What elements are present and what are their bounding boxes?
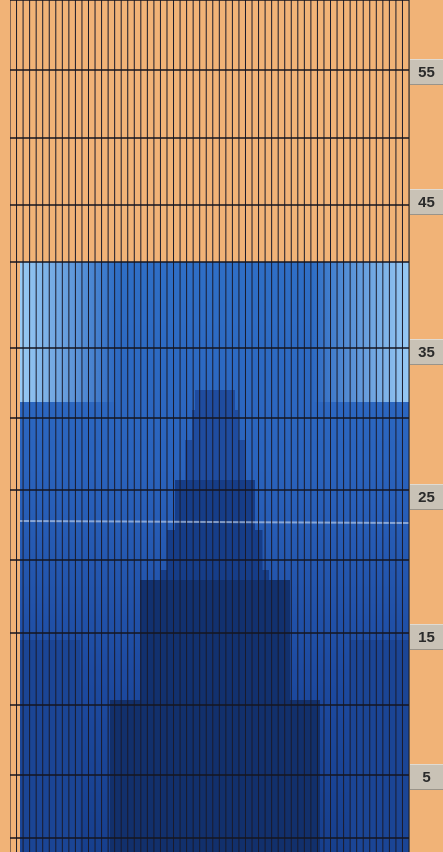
row-label-25: 25 xyxy=(410,484,443,510)
pattern-right-band xyxy=(350,640,409,852)
pattern-grid[interactable] xyxy=(10,0,409,852)
row-label-45: 45 xyxy=(410,189,443,215)
pattern-left-band xyxy=(20,640,80,852)
row-label-35: 35 xyxy=(410,339,443,365)
fold-crease-line xyxy=(19,520,409,524)
grid-canvas[interactable] xyxy=(10,0,409,852)
row-number-ruler: 55 45 35 25 15 5 xyxy=(410,0,443,852)
row-label-5: 5 xyxy=(410,764,443,790)
row-label-15: 15 xyxy=(410,624,443,650)
grid-frame-divider xyxy=(409,0,410,852)
pattern-core-wide xyxy=(110,700,320,852)
light-edge-highlight xyxy=(20,262,409,402)
row-label-55: 55 xyxy=(410,59,443,85)
